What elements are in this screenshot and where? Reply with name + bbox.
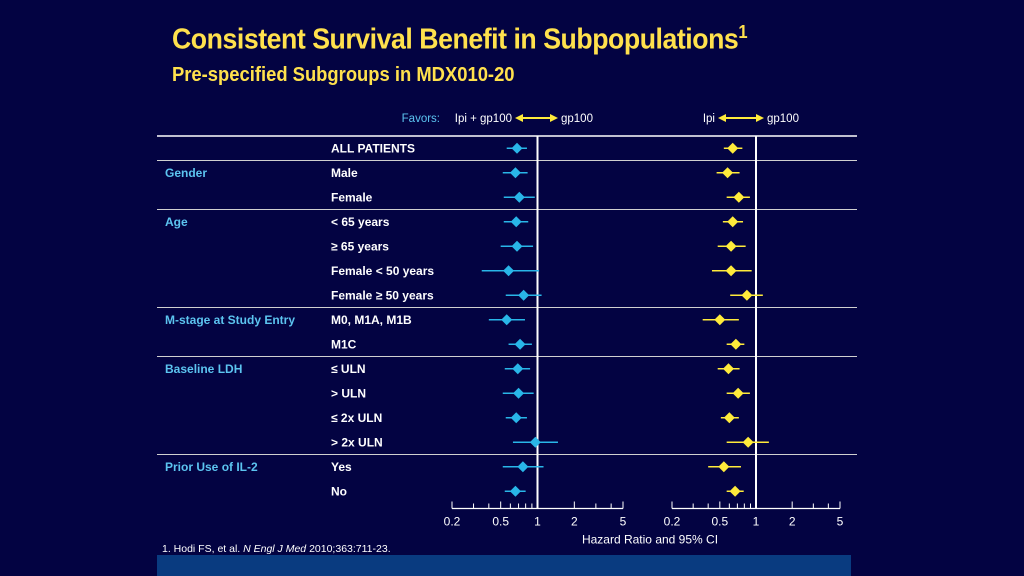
subgroup-category-label: Baseline LDH — [165, 362, 242, 376]
hazard-ratio-point — [727, 142, 739, 154]
hazard-ratio-point — [512, 363, 524, 375]
hazard-ratio-point — [733, 191, 745, 203]
x-axis-title: Hazard Ratio and 95% CI — [582, 533, 718, 547]
hazard-ratio-point — [513, 191, 525, 203]
subgroup-label: > ULN — [331, 386, 366, 400]
favors-arrow-right-head — [756, 114, 764, 122]
footnote-journal: N Engl J Med — [243, 543, 307, 555]
x-tick-label: 0.5 — [711, 515, 728, 529]
favors-left-label: Ipi + gp100 — [455, 113, 512, 125]
slide-subtitle: Pre-specified Subgroups in MDX010-20 — [172, 64, 515, 86]
x-tick-label: 2 — [789, 515, 796, 529]
hazard-ratio-point — [714, 314, 726, 326]
hazard-ratio-point — [503, 265, 515, 277]
subgroup-label: > 2x ULN — [331, 435, 383, 449]
hazard-ratio-point — [725, 265, 737, 277]
subgroup-label: Female ≥ 50 years — [331, 288, 434, 302]
bottom-bar — [157, 555, 851, 576]
hazard-ratio-point — [514, 338, 526, 350]
hazard-ratio-point — [513, 387, 525, 399]
favors-arrow-right-head — [550, 114, 558, 122]
subgroup-label: Female < 50 years — [331, 264, 434, 278]
subgroup-label: ≥ 65 years — [331, 239, 389, 253]
subgroup-category-label: M-stage at Study Entry — [165, 313, 295, 327]
hazard-ratio-point — [732, 387, 744, 399]
hazard-ratio-point — [501, 314, 513, 326]
footnote: 1. Hodi FS, et al. N Engl J Med 2010;363… — [162, 543, 391, 555]
subgroup-category-label: Prior Use of IL-2 — [165, 460, 258, 474]
x-tick-label: 2 — [571, 515, 578, 529]
hazard-ratio-point — [510, 216, 522, 228]
hazard-ratio-point — [511, 240, 523, 252]
x-tick-label: 0.2 — [444, 515, 461, 529]
subgroup-label: No — [331, 484, 347, 498]
hazard-ratio-point — [742, 436, 754, 448]
subgroup-label: < 65 years — [331, 215, 390, 229]
hazard-ratio-point — [725, 240, 737, 252]
hazard-ratio-point — [727, 216, 739, 228]
subgroup-label: M0, M1A, M1B — [331, 313, 412, 327]
subgroup-category-label: Gender — [165, 166, 207, 180]
hazard-ratio-point — [529, 436, 541, 448]
x-tick-label: 0.2 — [664, 515, 681, 529]
subgroup-label: ALL PATIENTS — [331, 141, 415, 155]
subgroup-label: ≤ ULN — [331, 362, 366, 376]
hazard-ratio-point — [729, 485, 741, 497]
hazard-ratio-point — [518, 289, 530, 301]
hazard-ratio-point — [718, 461, 730, 473]
subgroup-label: Female — [331, 190, 373, 204]
title-footnote-marker: 1 — [738, 22, 748, 42]
subgroup-label: Yes — [331, 460, 352, 474]
x-tick-label: 5 — [837, 515, 844, 529]
footnote-citation: 2010;363:711-23. — [306, 543, 391, 555]
hazard-ratio-point — [741, 289, 753, 301]
subgroup-label: M1C — [331, 337, 357, 351]
favors-right-label: gp100 — [561, 113, 593, 125]
hazard-ratio-point — [510, 412, 522, 424]
subgroup-label: Male — [331, 166, 358, 180]
hazard-ratio-point — [723, 412, 735, 424]
favors-right-label: gp100 — [767, 113, 799, 125]
hazard-ratio-point — [722, 167, 734, 179]
favors-label: Favors: — [402, 113, 440, 125]
favors-left-label: Ipi — [703, 113, 715, 125]
favors-arrow-left-head — [515, 114, 523, 122]
hazard-ratio-point — [509, 485, 521, 497]
slide-title-text: Consistent Survival Benefit in Subpopula… — [172, 23, 739, 56]
hazard-ratio-point — [722, 363, 734, 375]
slide-title: Consistent Survival Benefit in Subpopula… — [172, 22, 748, 57]
hazard-ratio-point — [730, 338, 742, 350]
x-tick-label: 5 — [620, 515, 627, 529]
subgroup-category-label: Age — [165, 215, 188, 229]
hazard-ratio-point — [517, 461, 529, 473]
x-tick-label: 0.5 — [492, 515, 509, 529]
x-tick-label: 1 — [753, 515, 760, 529]
hazard-ratio-point — [509, 167, 521, 179]
favors-arrow-left-head — [718, 114, 726, 122]
footnote-authors: 1. Hodi FS, et al. — [162, 543, 244, 555]
x-tick-label: 1 — [534, 515, 541, 529]
hazard-ratio-point — [511, 142, 523, 154]
subgroup-label: ≤ 2x ULN — [331, 411, 382, 425]
